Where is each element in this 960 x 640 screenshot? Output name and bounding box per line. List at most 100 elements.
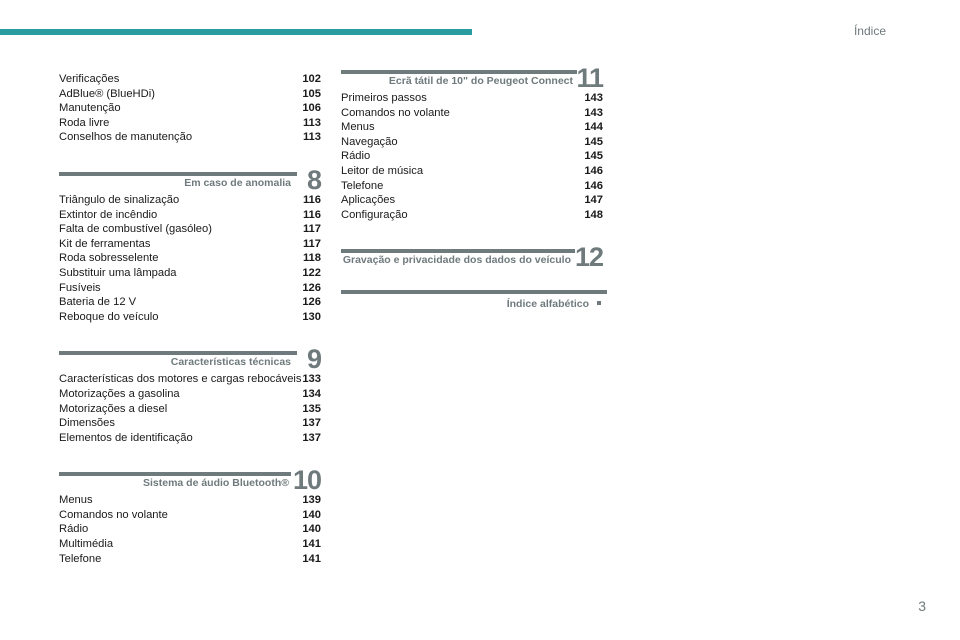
toc-entry-page: 144 bbox=[584, 121, 603, 134]
section-header[interactable]: Gravação e privacidade dos dados do veíc… bbox=[341, 242, 604, 273]
toc-entry[interactable]: Falta de combustível (gasóleo) 117 bbox=[59, 222, 321, 237]
section-divider bbox=[341, 249, 575, 254]
toc-entry-page: 141 bbox=[302, 552, 321, 565]
toc-entry[interactable]: Extintor de incêndio 116 bbox=[59, 208, 321, 223]
toc-section-12: Gravação e privacidade dos dados do veíc… bbox=[341, 242, 604, 273]
toc-entry[interactable]: Primeiros passos 143 bbox=[341, 91, 603, 106]
toc-list: Triângulo de sinalização 116 Extintor de … bbox=[59, 193, 321, 324]
toc-entry-page: 135 bbox=[302, 402, 321, 415]
toc-entry[interactable]: Fusíveis 126 bbox=[59, 281, 321, 296]
section-title: Gravação e privacidade dos dados do veíc… bbox=[342, 254, 571, 267]
toc-entry[interactable]: Menus 139 bbox=[59, 493, 321, 508]
toc-entry[interactable]: Elementos de identificação 137 bbox=[59, 431, 321, 446]
toc-entry-label: Roda sobresselente bbox=[59, 252, 159, 265]
toc-entry-page: 105 bbox=[302, 87, 321, 100]
section-title: Sistema de áudio Bluetooth® bbox=[142, 477, 289, 490]
toc-entry-label: Menus bbox=[59, 494, 93, 507]
toc-entry-label: Aplicações bbox=[341, 194, 396, 207]
toc-entry-page: 145 bbox=[584, 135, 603, 148]
toc-entry[interactable]: Navegação 145 bbox=[341, 135, 603, 150]
toc-entry[interactable]: Roda sobresselente 118 bbox=[59, 251, 321, 266]
toc-entry[interactable]: Conselhos de manutenção 113 bbox=[59, 130, 321, 145]
toc-entry[interactable]: AdBlue® (BlueHDi) 105 bbox=[59, 87, 321, 102]
toc-entry[interactable]: Leitor de música 146 bbox=[341, 164, 603, 179]
toc-entry[interactable]: Motorizações a gasolina 134 bbox=[59, 387, 321, 402]
toc-entry[interactable]: Dimensões 137 bbox=[59, 416, 321, 431]
toc-list-continued: Verificações 102 AdBlue® (BlueHDi) 105 Man… bbox=[59, 72, 321, 145]
toc-entry-label: Dimensões bbox=[59, 417, 115, 430]
toc-entry[interactable]: Comandos no volante 143 bbox=[341, 106, 603, 121]
page-number: 3 bbox=[918, 598, 926, 614]
section-title: Índice alfabético bbox=[506, 298, 589, 311]
toc-entry[interactable]: Telefone 146 bbox=[341, 179, 603, 194]
toc-list: Características dos motores e cargas reb… bbox=[59, 372, 321, 445]
section-number: 11 bbox=[576, 63, 604, 93]
toc-entry-label: Conselhos de manutenção bbox=[59, 131, 193, 144]
toc-entry-page: 140 bbox=[302, 523, 321, 536]
toc-entry[interactable]: Reboque do veículo 130 bbox=[59, 310, 321, 325]
toc-entry-page: 141 bbox=[302, 538, 321, 551]
toc-entry-label: Comandos no volante bbox=[341, 106, 450, 119]
toc-entry[interactable]: Substituir uma lâmpada 122 bbox=[59, 266, 321, 281]
toc-entry[interactable]: Motorizações a diesel 135 bbox=[59, 402, 321, 417]
toc-entry-page: 140 bbox=[302, 508, 321, 521]
toc-entry-label: Multimédia bbox=[59, 538, 114, 551]
toc-entry[interactable]: Comandos no volante 140 bbox=[59, 508, 321, 523]
toc-entry[interactable]: Roda livre 113 bbox=[59, 116, 321, 131]
toc-entry-label: Leitor de música bbox=[341, 164, 424, 177]
section-header[interactable]: Em caso de anomalia 8 bbox=[59, 166, 322, 193]
toc-entry-page: 147 bbox=[584, 194, 603, 207]
toc-entry-label: Rádio bbox=[59, 523, 89, 536]
toc-entry[interactable]: Multimédia 141 bbox=[59, 537, 321, 552]
toc-entry-label: Verificações bbox=[59, 73, 120, 85]
toc-entry-page: 117 bbox=[302, 237, 321, 250]
toc-entry-page: 126 bbox=[302, 281, 321, 294]
toc-entry-label: Kit de ferramentas bbox=[59, 237, 151, 250]
toc-entry-label: Rádio bbox=[341, 150, 371, 163]
toc-entry[interactable]: Verificações 102 bbox=[59, 72, 321, 87]
toc-entry-label: Elementos de identificação bbox=[59, 431, 193, 444]
section-header[interactable]: Índice alfabético bbox=[341, 290, 607, 311]
toc-entry-page: 146 bbox=[584, 179, 603, 192]
toc-entry-label: Substituir uma lâmpada bbox=[59, 266, 177, 279]
section-number: 10 bbox=[292, 465, 322, 496]
toc-entry-page: 143 bbox=[584, 92, 603, 104]
section-header[interactable]: Sistema de áudio Bluetooth® 10 bbox=[59, 465, 322, 496]
toc-entry-label: Motorizações a diesel bbox=[59, 402, 168, 415]
toc-entry[interactable]: Triângulo de sinalização 116 bbox=[59, 193, 321, 208]
toc-entry-page: 126 bbox=[302, 296, 321, 309]
toc-entry-page: 146 bbox=[584, 164, 603, 177]
toc-entry-label: Características dos motores e cargas reb… bbox=[59, 373, 302, 386]
toc-entry[interactable]: Menus 144 bbox=[341, 120, 603, 135]
section-title: Em caso de anomalia bbox=[184, 176, 291, 189]
toc-entry-page: 139 bbox=[302, 494, 321, 507]
toc-section-9: Características técnicas 9 Característic… bbox=[59, 344, 322, 445]
toc-entry[interactable]: Telefone 141 bbox=[59, 552, 321, 567]
toc-entry-label: Telefone bbox=[59, 552, 102, 565]
toc-entry[interactable]: Kit de ferramentas 117 bbox=[59, 237, 321, 252]
toc-entry[interactable]: Rádio 145 bbox=[341, 149, 603, 164]
section-header[interactable]: Características técnicas 9 bbox=[59, 344, 322, 375]
toc-entry[interactable]: Rádio 140 bbox=[59, 522, 321, 537]
toc-entry[interactable]: Características dos motores e cargas reb… bbox=[59, 372, 321, 387]
toc-entry[interactable]: Aplicações 147 bbox=[341, 193, 603, 208]
toc-entry-page: 116 bbox=[302, 208, 321, 221]
toc-entry-page: 113 bbox=[302, 116, 321, 129]
toc-entry[interactable]: Manutenção 106 bbox=[59, 101, 321, 116]
section-number: 12 bbox=[574, 242, 604, 273]
toc-entry[interactable]: Configuração 148 bbox=[341, 208, 603, 223]
toc-entry[interactable]: Bateria de 12 V 126 bbox=[59, 295, 321, 310]
toc-entry-label: Primeiros passos bbox=[341, 92, 427, 104]
toc-right-column: Ecrã tátil de 10" do Peugeot Connect 11 … bbox=[341, 63, 607, 311]
page-title: Índice bbox=[853, 24, 886, 38]
square-bullet-icon bbox=[597, 301, 601, 306]
toc-entry-page: 116 bbox=[302, 193, 321, 206]
toc-entry-page: 117 bbox=[302, 223, 321, 236]
toc-entry-page: 143 bbox=[584, 106, 603, 119]
section-title: Características técnicas bbox=[170, 356, 291, 369]
toc-entry-label: AdBlue® (BlueHDi) bbox=[59, 87, 155, 100]
toc-entry-label: Extintor de incêndio bbox=[59, 208, 158, 221]
section-header[interactable]: Ecrã tátil de 10" do Peugeot Connect 11 bbox=[341, 63, 604, 93]
toc-entry-page: 137 bbox=[302, 417, 321, 430]
section-number: 9 bbox=[306, 344, 322, 375]
